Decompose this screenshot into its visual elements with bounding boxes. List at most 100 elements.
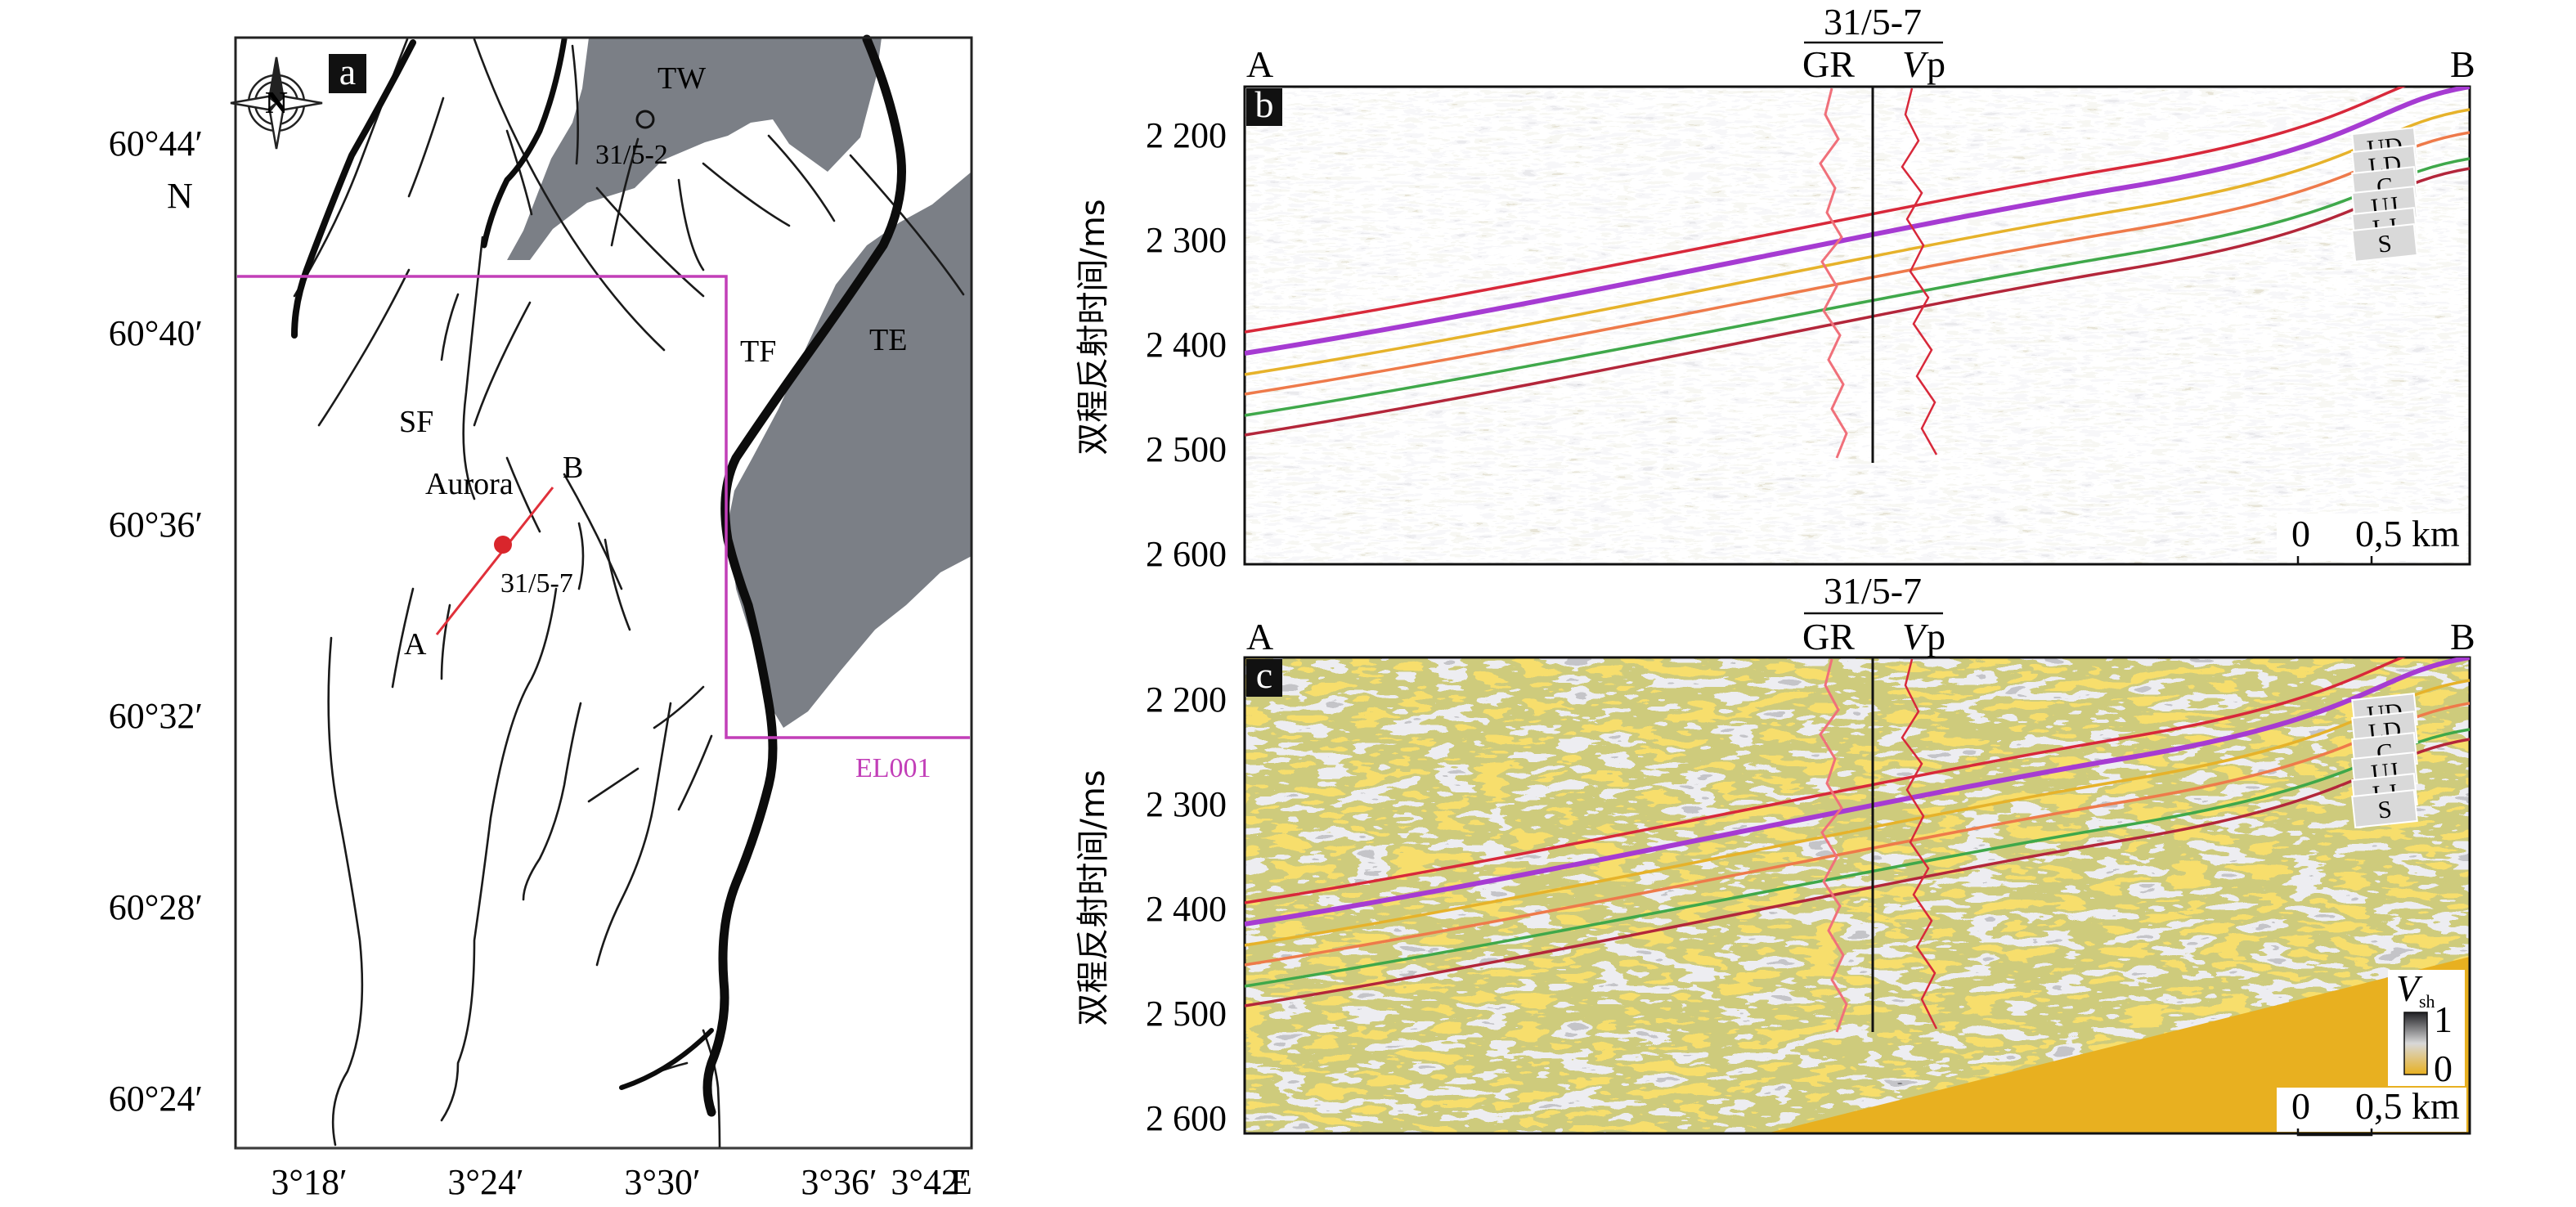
well-31-5-7-marker	[494, 536, 512, 554]
north-arrow-icon	[230, 56, 323, 150]
horizon-labels-c: UDLDCUJLJS	[2351, 693, 2418, 828]
panel-c-label: c	[1256, 654, 1272, 696]
land-eastern	[728, 172, 972, 728]
vsh-colorbar	[2403, 1012, 2428, 1075]
y-tick-b: 2 400	[1146, 325, 1227, 365]
horizon-labels-b: UDLDCUJLJS	[2351, 127, 2418, 262]
label-aurora: Aurora	[425, 467, 514, 501]
label-tw: TW	[657, 61, 706, 96]
lon-tick: 3°42′	[891, 1162, 967, 1202]
scale-tick-b	[2296, 556, 2373, 566]
scale-bar-c	[2277, 1088, 2466, 1132]
y-tick-b: 2 300	[1146, 220, 1227, 260]
label-well-31-5-2: 31/5-2	[595, 140, 668, 170]
y-tick-c: 2 500	[1146, 994, 1227, 1034]
lat-tick: 60°44′	[109, 123, 203, 164]
lat-tick: 60°36′	[109, 505, 203, 545]
label-licence: EL001	[855, 753, 931, 783]
colorbar-max: 1	[2434, 998, 2453, 1040]
end-b-c: B	[2450, 616, 2475, 657]
end-a-b: A	[1246, 43, 1273, 85]
scale-value-b: 0,5 km	[2355, 513, 2460, 554]
panel-b-badge	[1246, 88, 1282, 126]
lat-tick: 60°24′	[109, 1079, 203, 1119]
latitude-axis: 60°44′ N 60°40′ 60°36′ 60°32′ 60°28′ 60°…	[109, 123, 203, 1119]
well-name-c: 31/5-7	[1824, 570, 1922, 612]
compass-letter: N	[265, 86, 287, 120]
licence-boundary	[237, 275, 970, 739]
horizon-label-box	[2351, 789, 2418, 828]
well-31-5-2-marker	[635, 110, 655, 129]
panel-c-badge	[1246, 659, 1282, 697]
horizon-label-box	[2351, 223, 2418, 262]
lat-tick: 60°40′	[109, 313, 203, 353]
y-axis-label-c: 双程反射时间/ms	[1075, 770, 1112, 1025]
panel-a-badge	[329, 54, 366, 93]
section-line-ab	[435, 487, 554, 635]
land-northern	[507, 38, 882, 260]
lon-tick: 3°18′	[271, 1162, 347, 1202]
y-axis-c: 2 200 2 300 2 400 2 500 2 600	[1146, 680, 1227, 1138]
label-tf: TF	[740, 334, 776, 369]
vp-log-c	[1901, 658, 1938, 1030]
label-te: TE	[869, 323, 907, 357]
gr-log-b	[1819, 87, 1848, 459]
lon-hemisphere: E	[950, 1162, 972, 1202]
map-panel: N a TW 31/5-2 TE TF SF Aurora B A 31/5-7…	[109, 34, 973, 1202]
panel-b-label: b	[1255, 83, 1274, 125]
vp-sub-b: p	[1927, 43, 1945, 85]
seismic-amplitude-image	[1245, 87, 2470, 564]
y-tick-c: 2 200	[1146, 680, 1227, 720]
panel-c-border	[1243, 656, 2471, 1135]
end-a-c: A	[1246, 616, 1273, 657]
vp-label-b: V	[1902, 43, 1929, 85]
well-name-b: 31/5-7	[1824, 1, 1922, 43]
horizon-label-s: S	[2376, 796, 2393, 824]
horizon-label-s: S	[2376, 230, 2393, 258]
lat-hemisphere: N	[167, 176, 193, 216]
lat-tick: 60°28′	[109, 887, 203, 927]
lon-tick: 3°30′	[624, 1162, 700, 1202]
y-tick-b: 2 500	[1146, 429, 1227, 469]
panel-a-label: a	[339, 51, 356, 92]
major-faults	[291, 34, 906, 1117]
y-tick-c: 2 400	[1146, 889, 1227, 929]
label-sf: SF	[399, 405, 433, 439]
scale-bar-b	[2277, 514, 2466, 561]
seismic-panel-c: c UDLDCUJLJS V sh 1 0 0 0,5 km	[1243, 654, 2471, 1137]
colorbar-title: V	[2396, 967, 2423, 1009]
y-axis-label-b: 双程反射时间/ms	[1075, 199, 1112, 455]
colorbar-min: 0	[2434, 1048, 2453, 1089]
horizon-line-ud	[1245, 657, 2406, 904]
label-point-b: B	[563, 451, 583, 485]
end-b-b: B	[2450, 43, 2475, 85]
vp-label-c: V	[1902, 616, 1929, 657]
gr-log-c	[1819, 658, 1848, 1033]
horizon-line-ld	[1245, 87, 2470, 356]
label-well-31-5-7: 31/5-7	[500, 568, 573, 599]
y-tick-b: 2 200	[1146, 115, 1227, 155]
vp-log-b	[1901, 87, 1938, 455]
lat-tick: 60°32′	[109, 696, 203, 736]
lon-tick: 3°24′	[447, 1162, 523, 1202]
y-tick-c: 2 300	[1146, 784, 1227, 824]
gr-label-c: GR	[1802, 616, 1855, 657]
horizon-line-ud	[1245, 87, 2406, 334]
colorbar-title-sub: sh	[2419, 991, 2435, 1012]
y-tick-b: 2 600	[1146, 534, 1227, 574]
scale-zero-b: 0	[2291, 513, 2310, 554]
panel-b-border	[1243, 85, 2471, 566]
section-header-b: A B 31/5-7 GR V p	[1246, 1, 2475, 85]
scale-tick-c	[2296, 1128, 2373, 1137]
longitude-axis: 3°18′ 3°24′ 3°30′ 3°36′ 3°42′ E	[271, 1162, 972, 1202]
section-header-c: A B 31/5-7 GR V p	[1246, 570, 2475, 657]
y-axis-b: 2 200 2 300 2 400 2 500 2 600	[1146, 115, 1227, 574]
gr-label-b: GR	[1802, 43, 1855, 85]
seismic-panel-b: b UDLDCUJLJS 0 0,5 km	[1243, 83, 2471, 566]
lon-tick: 3°36′	[801, 1162, 877, 1202]
label-point-a: A	[404, 627, 427, 662]
y-tick-c: 2 600	[1146, 1098, 1227, 1138]
vp-sub-c: p	[1927, 616, 1945, 657]
horizon-line-ld	[1245, 657, 2470, 927]
